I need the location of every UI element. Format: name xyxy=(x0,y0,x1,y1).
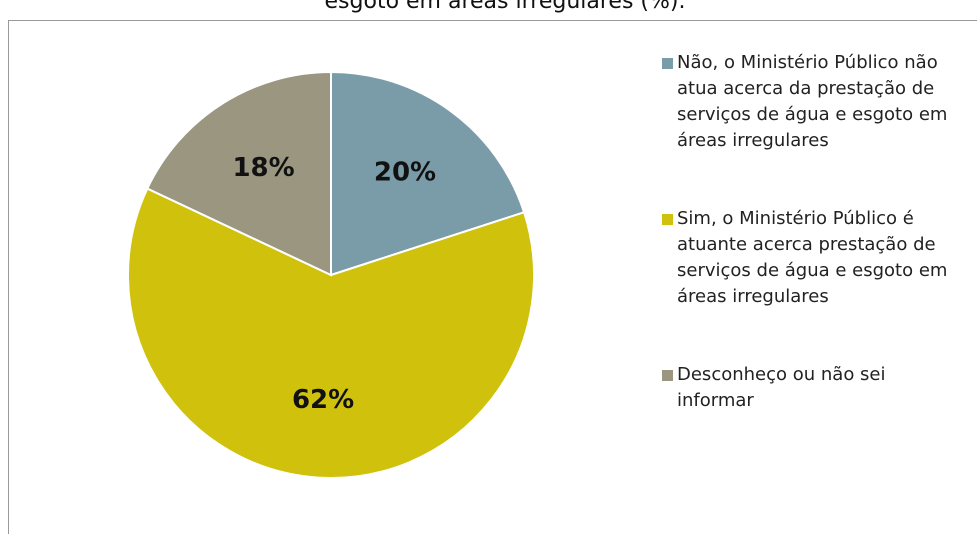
legend-item: Não, o Ministério Público não atua acerc… xyxy=(662,50,962,154)
data-label: 18% xyxy=(232,153,294,183)
legend-swatch xyxy=(662,58,673,69)
frame xyxy=(8,20,977,534)
legend-swatch xyxy=(662,370,673,381)
data-label: 62% xyxy=(292,385,354,415)
legend-label: Sim, o Ministério Público é atuante acer… xyxy=(677,208,948,307)
data-label: 20% xyxy=(374,158,436,188)
legend-swatch xyxy=(662,214,673,225)
legend-item: Desconheço ou não sei informar xyxy=(662,362,962,414)
pie-slice xyxy=(127,187,535,479)
legend-label: Desconheço ou não sei informar xyxy=(677,364,886,411)
chart-title: esgoto em áreas irregulares (%). xyxy=(325,0,686,14)
legend-item: Sim, o Ministério Público é atuante acer… xyxy=(662,206,962,310)
pie-slice xyxy=(145,70,332,277)
title-bg xyxy=(250,0,750,20)
legend-label: Não, o Ministério Público não atua acerc… xyxy=(677,52,948,151)
pie-slice xyxy=(330,70,526,277)
